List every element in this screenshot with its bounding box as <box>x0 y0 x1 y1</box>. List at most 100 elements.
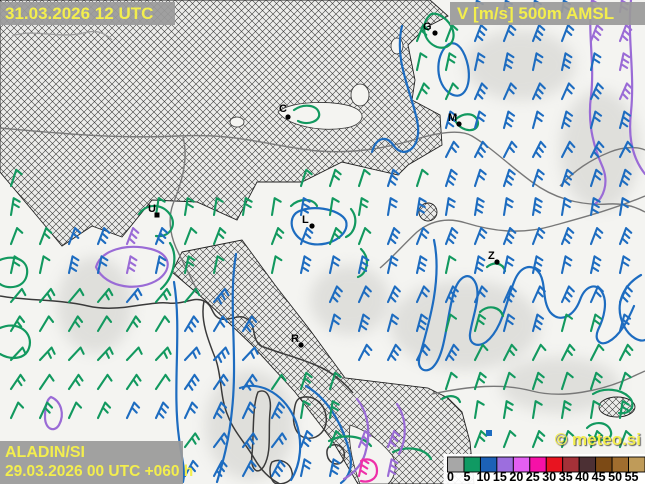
isotach-contour <box>391 447 433 461</box>
legend-tick-label: 5 <box>463 470 470 484</box>
wind-barb <box>357 197 369 217</box>
map-variable-label: V [m/s] 500m AMSL <box>450 2 645 25</box>
wind-barb <box>560 371 574 391</box>
wind-barb-glyph <box>473 285 488 304</box>
wind-barb-glyph <box>502 140 518 159</box>
wind-barb-glyph <box>531 400 543 420</box>
wind-barb-glyph <box>357 255 370 275</box>
wind-barb-glyph <box>589 82 604 101</box>
wind-barb-glyph <box>212 346 230 363</box>
wind-barb-glyph <box>67 373 84 391</box>
wind-barb <box>618 24 633 43</box>
wind-barb <box>415 24 430 43</box>
legend-layer: 0 5 10 15 20 25 30 35 40 45 50 55 <box>443 454 645 484</box>
isotach-contour <box>215 252 238 484</box>
run-validity-label: 29.03.2026 00 UTC +060 h <box>5 463 194 480</box>
legend-tick-label: 25 <box>526 470 540 484</box>
wind-barb <box>502 110 516 130</box>
city-label: U <box>148 203 156 215</box>
wind-barb <box>589 285 604 304</box>
wind-barb-glyph <box>386 227 401 246</box>
wind-barb <box>154 197 166 217</box>
wind-barb-glyph <box>154 401 170 420</box>
wind-barb <box>618 227 633 246</box>
wind-barb-glyph <box>270 459 286 478</box>
wind-barb-glyph <box>357 343 373 362</box>
wind-barb-glyph <box>270 401 286 420</box>
wind-barb <box>589 313 603 333</box>
wind-barb <box>560 255 573 275</box>
wind-barb <box>241 401 257 420</box>
wind-barb-glyph <box>531 110 545 130</box>
city-label: G <box>423 21 432 33</box>
wind-barb-glyph <box>9 168 23 188</box>
wind-barb <box>531 371 545 391</box>
wind-barb-glyph <box>328 430 343 449</box>
wind-barb-glyph <box>618 197 630 217</box>
wind-barb-glyph <box>67 287 85 304</box>
wind-barb-glyph <box>328 197 340 217</box>
isotach-contour <box>342 397 370 481</box>
wind-barb <box>9 255 22 275</box>
wind-barb <box>241 315 258 333</box>
hatch-alps <box>0 0 449 247</box>
wind-barb-glyph <box>125 227 140 246</box>
wind-barb-glyph <box>560 343 576 362</box>
wind-barb-glyph <box>473 227 488 246</box>
wind-barb <box>183 432 200 449</box>
wind-barb <box>415 343 431 362</box>
wind-barb <box>560 285 575 304</box>
wind-barb <box>270 432 287 449</box>
wind-barb-glyph <box>357 168 371 188</box>
wind-barb-glyph <box>531 371 545 391</box>
wind-barb <box>299 197 311 217</box>
wind-barb <box>531 400 543 420</box>
wind-barb-glyph <box>212 373 229 391</box>
wind-barb <box>212 346 230 363</box>
wind-barb <box>502 24 517 43</box>
wind-barb <box>531 110 545 130</box>
wind-barb-glyph <box>560 255 573 275</box>
wind-barb-glyph <box>270 197 282 217</box>
wind-barb-glyph <box>270 373 287 391</box>
legend-tick-label: 10 <box>476 470 490 484</box>
isotach-contour <box>238 384 302 482</box>
wind-barb <box>473 168 487 188</box>
hatch-oval-southeast <box>598 396 636 418</box>
wind-barb <box>67 373 84 391</box>
isotach-contour <box>172 280 186 484</box>
wind-barb-glyph <box>531 168 545 188</box>
wind-barb-glyph <box>473 24 488 43</box>
wind-barb <box>531 168 545 188</box>
wind-barb <box>444 343 460 362</box>
wind-barb <box>502 313 516 333</box>
wind-barb <box>531 140 547 159</box>
wind-barb <box>444 197 456 217</box>
city-label: L <box>302 214 309 226</box>
wind-barb-glyph <box>473 343 489 362</box>
wind-barb <box>589 140 605 159</box>
wind-barb <box>444 82 459 101</box>
wind-barb-glyph <box>444 110 458 130</box>
wind-barb-glyph <box>531 285 546 304</box>
wind-barb <box>502 430 517 449</box>
wind-barb-glyph <box>531 52 544 72</box>
coastline <box>0 295 354 484</box>
marker-square-blue <box>486 430 492 436</box>
isotach-contour <box>478 306 505 318</box>
wind-barb-glyph <box>531 255 544 275</box>
wind-barb <box>212 432 229 449</box>
wind-barb <box>38 346 56 362</box>
wind-barb <box>502 255 515 275</box>
wind-barb-glyph <box>618 24 633 43</box>
wind-barb-glyph <box>473 197 485 217</box>
wind-barb <box>444 110 458 130</box>
wind-barb-glyph <box>444 82 459 101</box>
wind-barb-glyph <box>357 458 370 478</box>
wind-barb-glyph <box>618 52 631 72</box>
wind-barb-glyph <box>96 255 109 275</box>
wind-barb-glyph <box>38 346 56 362</box>
wind-barb <box>38 373 55 391</box>
wind-barb <box>183 255 196 275</box>
wind-barb <box>415 52 428 72</box>
